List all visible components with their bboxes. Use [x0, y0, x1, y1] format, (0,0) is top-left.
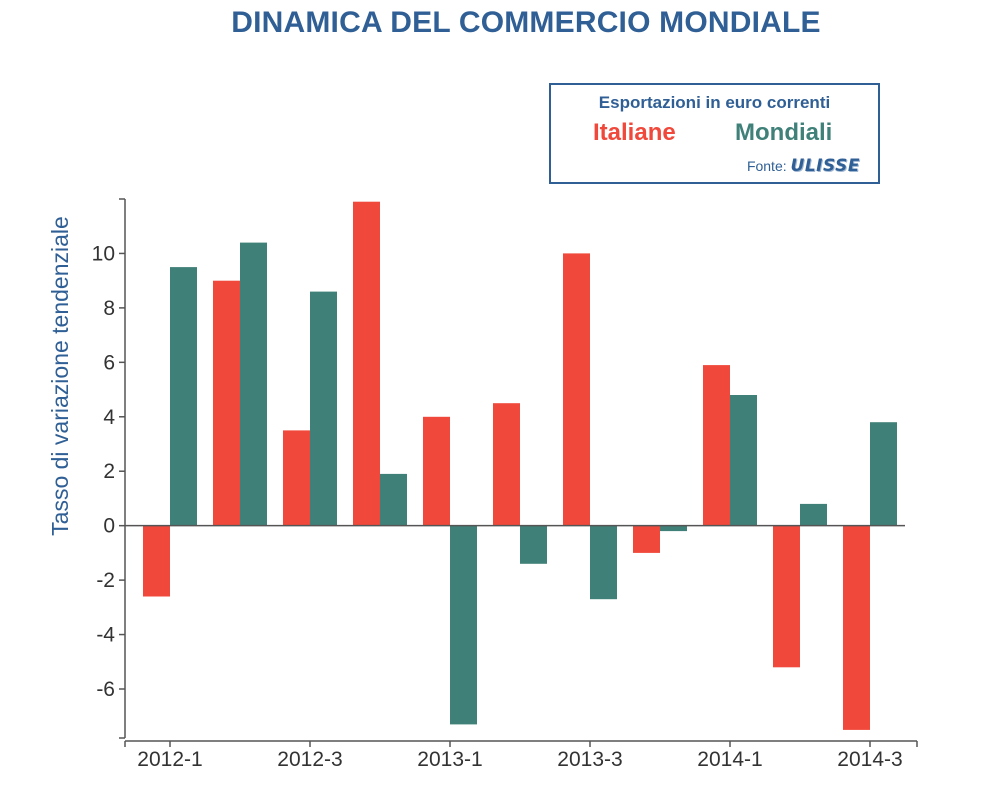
- y-axis-label: Tasso di variazione tendenziale: [47, 216, 73, 536]
- y-tick-label-6: 6: [103, 351, 115, 374]
- bar-mondiali-2014-3: [870, 422, 897, 526]
- y-tick-label-8: 10: [92, 242, 115, 265]
- y-tick-label-4: 2: [103, 460, 115, 483]
- bar-italiane-2012-3: [283, 430, 310, 526]
- bar-italiane-2013-1: [423, 416, 450, 526]
- legend-entry-italiane: Italiane: [593, 119, 676, 146]
- bar-mondiali-2012-4: [380, 473, 407, 526]
- bar-mondiali-2013-1: [450, 525, 477, 725]
- y-tick-label-7: 8: [103, 297, 115, 320]
- ulisse-logo: ULISSE: [790, 156, 860, 176]
- bar-mondiali-2013-3: [590, 525, 617, 600]
- bar-italiane-2014-3: [843, 525, 870, 730]
- bar-mondiali-2012-1: [170, 267, 197, 526]
- legend: Esportazioni in euro correnti Italiane M…: [549, 83, 880, 184]
- x-tick-label-5: 2014-3: [837, 748, 902, 771]
- bar-italiane-2013-3: [563, 253, 590, 526]
- x-tick-label-1: 2012-3: [277, 748, 342, 771]
- bar-mondiali-2012-3: [310, 291, 337, 526]
- x-tick-label-3: 2013-3: [557, 748, 622, 771]
- legend-heading: Esportazioni in euro correnti: [598, 93, 831, 112]
- x-tick-label-2: 2013-1: [417, 748, 482, 771]
- y-tick-label-3: 0: [103, 515, 115, 538]
- bar-italiane-2013-2: [493, 403, 520, 526]
- bar-mondiali-2014-2: [800, 503, 827, 526]
- y-tick-label-1: -4: [96, 624, 115, 647]
- axes-group: -6 -4 -2 0 2 4 6 8 10 2012-1 2012-3 2013-1 2013-3 201…: [92, 198, 918, 771]
- legend-source: Fonte: ULISSE: [747, 156, 860, 176]
- bar-mondiali-2014-1: [730, 395, 757, 526]
- x-tick-label-0: 2012-1: [137, 748, 202, 771]
- y-tick-label-5: 4: [103, 406, 115, 429]
- bar-italiane-2014-2: [773, 525, 800, 668]
- source-label: Fonte:: [746, 158, 787, 174]
- chart-title: DINAMICA DEL COMMERCIO MONDIALE: [231, 6, 821, 39]
- y-tick-label-0: -6: [96, 678, 115, 701]
- bar-italiane-2012-1: [143, 525, 170, 597]
- bar-mondiali-2012-2: [240, 242, 267, 526]
- bar-mondiali-2013-2: [520, 525, 547, 564]
- bar-italiane-2013-4: [633, 525, 660, 553]
- bar-italiane-2012-4: [353, 201, 380, 526]
- legend-entry-mondiali: Mondiali: [735, 119, 833, 146]
- y-tick-label-2: -2: [96, 569, 115, 592]
- x-tick-label-4: 2014-1: [697, 748, 762, 771]
- bar-mondiali-2013-4: [660, 525, 687, 532]
- bars-group: [143, 201, 897, 730]
- bar-italiane-2014-1: [703, 365, 730, 526]
- bar-italiane-2012-2: [213, 280, 240, 526]
